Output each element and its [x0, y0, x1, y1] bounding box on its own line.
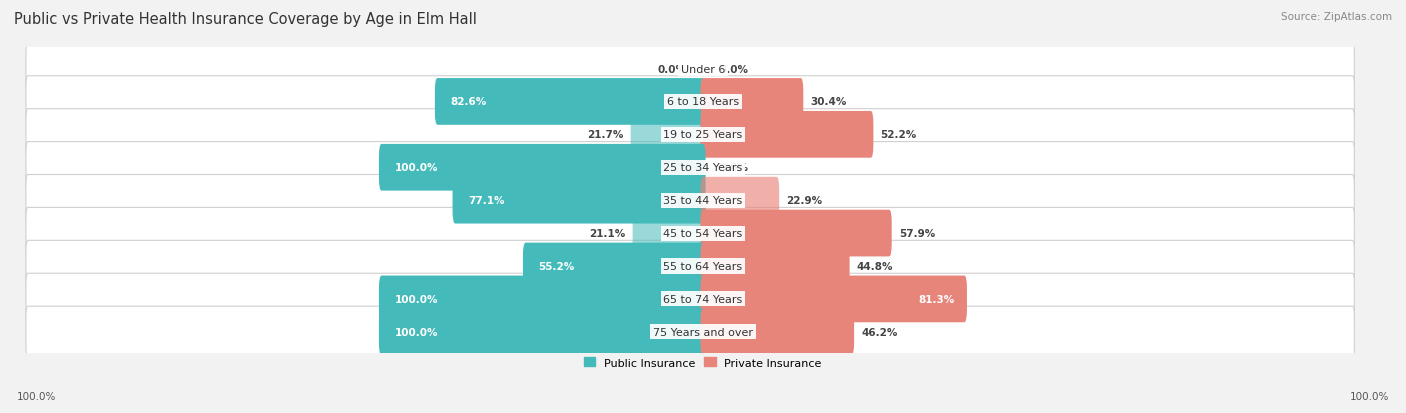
Text: 100.0%: 100.0%	[17, 391, 56, 401]
Text: 35 to 44 Years: 35 to 44 Years	[664, 196, 742, 206]
Text: 0.0%: 0.0%	[718, 163, 748, 173]
Text: 82.6%: 82.6%	[450, 97, 486, 107]
Text: 21.1%: 21.1%	[589, 228, 626, 238]
Text: 65 to 74 Years: 65 to 74 Years	[664, 294, 742, 304]
Legend: Public Insurance, Private Insurance: Public Insurance, Private Insurance	[579, 353, 827, 372]
Text: 55 to 64 Years: 55 to 64 Years	[664, 261, 742, 271]
Text: 100.0%: 100.0%	[394, 327, 437, 337]
FancyBboxPatch shape	[631, 112, 706, 158]
Text: 21.7%: 21.7%	[588, 130, 624, 140]
Text: 75 Years and over: 75 Years and over	[652, 327, 754, 337]
FancyBboxPatch shape	[25, 241, 1354, 292]
Text: 6 to 18 Years: 6 to 18 Years	[666, 97, 740, 107]
Text: Source: ZipAtlas.com: Source: ZipAtlas.com	[1281, 12, 1392, 22]
FancyBboxPatch shape	[700, 276, 967, 323]
Text: 100.0%: 100.0%	[1350, 391, 1389, 401]
FancyBboxPatch shape	[700, 210, 891, 257]
FancyBboxPatch shape	[25, 175, 1354, 226]
Text: 57.9%: 57.9%	[898, 228, 935, 238]
Text: 0.0%: 0.0%	[718, 64, 748, 74]
Text: 100.0%: 100.0%	[394, 163, 437, 173]
FancyBboxPatch shape	[700, 243, 849, 290]
FancyBboxPatch shape	[700, 309, 853, 355]
Text: Public vs Private Health Insurance Coverage by Age in Elm Hall: Public vs Private Health Insurance Cover…	[14, 12, 477, 27]
Text: 100.0%: 100.0%	[394, 294, 437, 304]
Text: 19 to 25 Years: 19 to 25 Years	[664, 130, 742, 140]
Text: 77.1%: 77.1%	[468, 196, 505, 206]
FancyBboxPatch shape	[380, 145, 706, 191]
Text: 22.9%: 22.9%	[786, 196, 823, 206]
Text: 25 to 34 Years: 25 to 34 Years	[664, 163, 742, 173]
Text: Under 6: Under 6	[681, 64, 725, 74]
FancyBboxPatch shape	[700, 79, 803, 126]
FancyBboxPatch shape	[700, 112, 873, 158]
FancyBboxPatch shape	[25, 109, 1354, 161]
Text: 45 to 54 Years: 45 to 54 Years	[664, 228, 742, 238]
Text: 30.4%: 30.4%	[810, 97, 846, 107]
Text: 46.2%: 46.2%	[862, 327, 897, 337]
FancyBboxPatch shape	[523, 243, 706, 290]
FancyBboxPatch shape	[380, 309, 706, 355]
FancyBboxPatch shape	[25, 306, 1354, 358]
FancyBboxPatch shape	[380, 276, 706, 323]
FancyBboxPatch shape	[25, 142, 1354, 193]
FancyBboxPatch shape	[633, 210, 706, 257]
FancyBboxPatch shape	[25, 44, 1354, 95]
FancyBboxPatch shape	[700, 177, 779, 224]
Text: 55.2%: 55.2%	[538, 261, 575, 271]
Text: 52.2%: 52.2%	[880, 130, 917, 140]
Text: 44.8%: 44.8%	[856, 261, 893, 271]
FancyBboxPatch shape	[25, 273, 1354, 325]
FancyBboxPatch shape	[434, 79, 706, 126]
Text: 81.3%: 81.3%	[918, 294, 955, 304]
FancyBboxPatch shape	[453, 177, 706, 224]
Text: 0.0%: 0.0%	[658, 64, 688, 74]
FancyBboxPatch shape	[25, 76, 1354, 128]
FancyBboxPatch shape	[25, 208, 1354, 259]
